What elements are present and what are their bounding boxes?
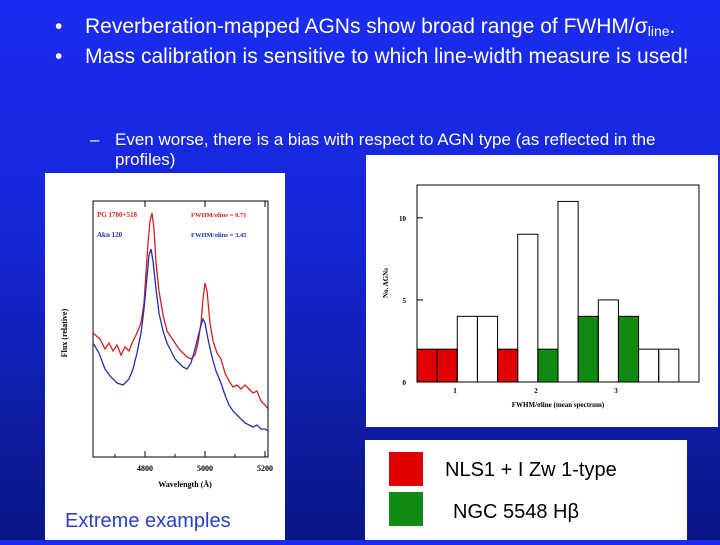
xtick-4800: 4800 bbox=[137, 464, 153, 473]
spectrum-frame bbox=[92, 200, 269, 458]
histogram-bar-total bbox=[557, 200, 579, 383]
legend-svg: NLS1 + I Zw 1-type NGC 5548 Hβ bbox=[389, 452, 617, 526]
sub-bullet-marker: – bbox=[90, 130, 100, 149]
histogram-bar-ngc5548 bbox=[537, 349, 558, 382]
series-line-akn120 bbox=[92, 248, 269, 432]
legend-swatch-ngc5548 bbox=[389, 492, 423, 526]
histogram-panel: 0 5 10 1 2 3 FWHM/σline (mean spectrum) … bbox=[366, 155, 718, 427]
histogram-bar-total bbox=[658, 348, 680, 383]
histogram-xlabel: FWHM/σline (mean spectrum) bbox=[512, 401, 605, 409]
annotation-akn120: FWHM/σline = 3.45 bbox=[191, 232, 247, 239]
xtick-2: 2 bbox=[534, 387, 538, 395]
xtick-3: 3 bbox=[614, 387, 618, 395]
histogram-bar-total bbox=[456, 315, 478, 383]
legend-swatch-nls1 bbox=[389, 452, 423, 486]
caption-extreme-examples: Extreme examples bbox=[65, 510, 231, 532]
xtick-1: 1 bbox=[453, 387, 457, 395]
histogram-bar-nls1 bbox=[497, 349, 518, 382]
legend: NLS1 + I Zw 1-type NGC 5548 Hβ bbox=[365, 440, 687, 540]
bullet-2-text: Mass calibration is sensitive to which l… bbox=[85, 45, 689, 68]
legend-label-nls1: NLS1 + I Zw 1-type bbox=[445, 459, 617, 481]
bullet-1-end: . bbox=[669, 15, 676, 38]
histogram-chart: 0 5 10 1 2 3 FWHM/σline (mean spectrum) … bbox=[382, 184, 700, 409]
xtick-5200: 5200 bbox=[257, 464, 273, 473]
series-name-akn120: Akn 120 bbox=[97, 231, 123, 239]
histogram-ticks bbox=[417, 217, 660, 383]
histogram-bar-total bbox=[638, 348, 660, 383]
bullet-1-text: Reverberation-mapped AGNs show broad ran… bbox=[85, 15, 648, 38]
histogram-bar-nls1 bbox=[417, 349, 438, 382]
histogram-bar-ngc5548 bbox=[578, 316, 599, 382]
spectrum-ylabel: Flux (relative) bbox=[60, 308, 69, 357]
ytick-5: 5 bbox=[403, 297, 407, 305]
histogram-bar-ngc5548 bbox=[618, 316, 639, 382]
histogram-bars bbox=[416, 200, 680, 383]
legend-label-ngc5548: NGC 5548 Hβ bbox=[453, 501, 579, 523]
bullet-2: • Mass calibration is sensitive to which… bbox=[55, 44, 695, 69]
spectrum-xlabel: Wavelength (Å) bbox=[158, 480, 212, 489]
histogram-bar-nls1 bbox=[437, 349, 458, 382]
sub-bullet: – Even worse, there is a bias with respe… bbox=[90, 130, 690, 170]
histogram-bar-total bbox=[517, 233, 539, 383]
spectrum-figure: PG 1700+518 Akn 120 FWHM/σline = 0.71 FW… bbox=[60, 200, 273, 489]
histogram-bar-total bbox=[476, 315, 499, 383]
bullet-marker: • bbox=[55, 45, 63, 68]
xtick-5000: 5000 bbox=[197, 464, 213, 473]
histogram-ylabel: No. AGNs bbox=[382, 268, 390, 298]
series-line-pg1700 bbox=[92, 212, 269, 410]
ytick-0: 0 bbox=[403, 379, 407, 387]
bullet-1-subscript: line bbox=[647, 23, 670, 39]
bullet-list: • Reverberation-mapped AGNs show broad r… bbox=[55, 14, 695, 69]
spectrum-ticks bbox=[114, 201, 266, 457]
sub-bullet-text: Even worse, there is a bias with respect… bbox=[115, 130, 656, 169]
annotation-pg1700: FWHM/σline = 0.71 bbox=[191, 212, 246, 219]
spectrum-panel: PG 1700+518 Akn 120 FWHM/σline = 0.71 FW… bbox=[45, 173, 285, 540]
bullet-marker: • bbox=[55, 15, 63, 38]
ytick-10: 10 bbox=[399, 215, 407, 223]
series-name-pg1700: PG 1700+518 bbox=[97, 211, 137, 219]
histogram-bar-total bbox=[597, 299, 619, 383]
bullet-1: • Reverberation-mapped AGNs show broad r… bbox=[55, 14, 695, 44]
